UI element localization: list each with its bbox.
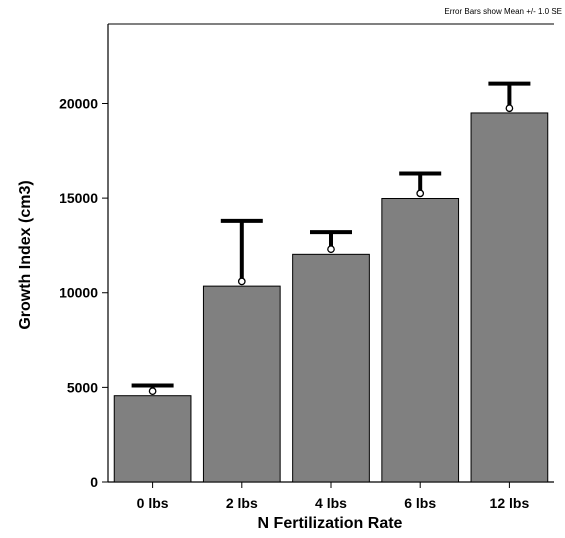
bar-12-lbs	[470, 112, 549, 483]
bar-0-lbs	[113, 395, 192, 483]
mean-marker	[505, 104, 514, 113]
y-tick-label: 10000	[59, 285, 98, 301]
y-tick-label: 20000	[59, 95, 98, 111]
mean-marker	[148, 387, 157, 396]
x-tick-label: 2 lbs	[226, 495, 258, 511]
x-tick-label: 4 lbs	[315, 495, 347, 511]
x-tick-label: 6 lbs	[404, 495, 436, 511]
bar-2-lbs	[202, 285, 281, 483]
bar-6-lbs	[381, 197, 460, 483]
y-tick-label: 0	[90, 474, 98, 490]
y-tick-label: 5000	[67, 379, 98, 395]
mean-marker	[327, 245, 335, 254]
y-tick-label: 15000	[59, 190, 98, 206]
bar-4-lbs	[292, 253, 370, 483]
x-tick-label: 0 lbs	[137, 495, 169, 511]
x-tick-label: 12 lbs	[490, 495, 530, 511]
mean-marker	[237, 277, 246, 286]
x-axis-title: N Fertilization Rate	[258, 515, 403, 532]
y-axis-title: Growth Index (cm3)	[17, 180, 34, 329]
mean-marker	[416, 189, 425, 198]
plot-area: 0 5000 10000 15000 20000 0 lbs 2 lbs 4 lbs 6 lbs…	[59, 23, 554, 511]
error-bar-note: Error Bars show Mean +/- 1.0 SE	[444, 7, 562, 16]
